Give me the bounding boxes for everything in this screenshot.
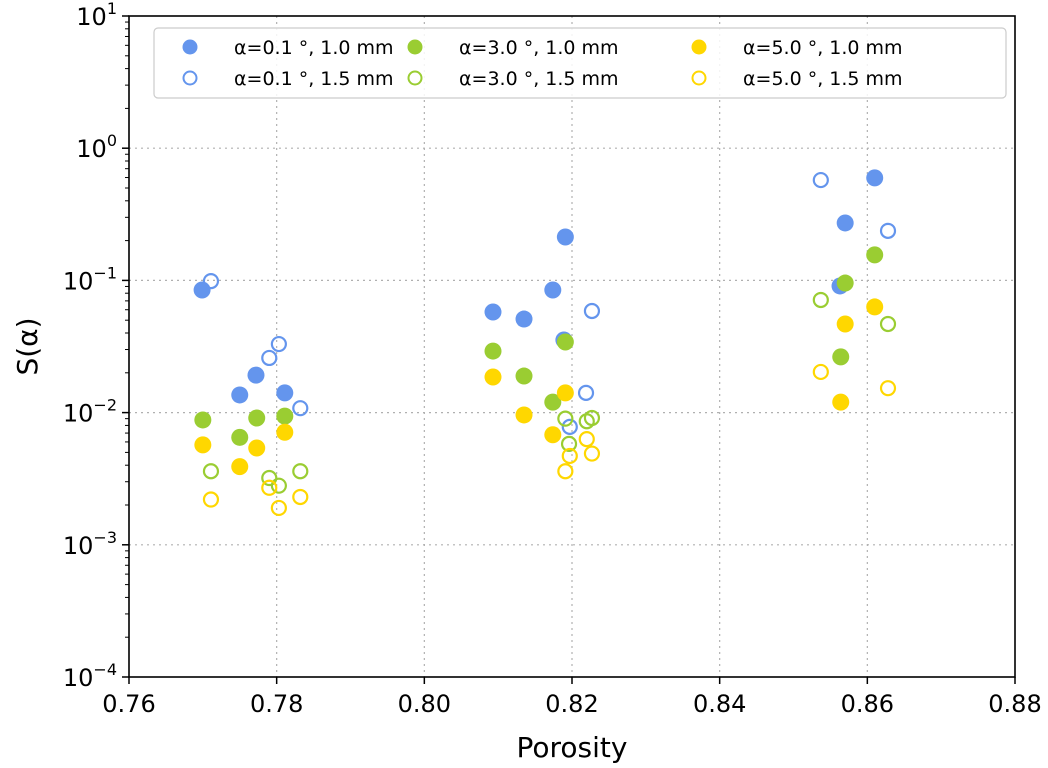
series-3-point [231, 428, 249, 446]
x-tick-label: 0.78 [250, 690, 303, 718]
series-6-point [578, 431, 595, 448]
series-1-point [484, 303, 502, 321]
series-3-point [544, 393, 562, 411]
series-5-point [556, 384, 574, 402]
legend-box [153, 27, 1007, 99]
series-4-point [557, 410, 574, 427]
legend-label-5: α=5.0 °, 1.0 mm [743, 37, 903, 59]
legend-marker-6 [691, 70, 707, 86]
series-6-point [879, 380, 897, 397]
series-1-point [231, 386, 249, 404]
series-6-point [561, 447, 578, 465]
x-tick-label: 0.86 [841, 690, 894, 718]
series-5-point [231, 458, 249, 476]
y-tick-label: 10−2 [63, 396, 117, 428]
series-2-point [577, 384, 595, 401]
series-1-point [836, 214, 854, 232]
series-2-point [202, 272, 220, 290]
series-1-point [515, 310, 533, 328]
series-5-point [832, 393, 850, 411]
series-4-point [270, 477, 287, 494]
ticks-layer: 0.76 0.78 0.80 0.82 0.84 0.86 0.88 101 100 10−1 10… [63, 0, 1042, 718]
series-3-point [194, 411, 212, 429]
series-6-point [583, 445, 601, 462]
points-layer [193, 169, 897, 517]
series-6-point [557, 463, 574, 480]
series-3-point [832, 348, 850, 366]
series-2-point [812, 171, 829, 189]
y-axis-label: S(α) [11, 317, 44, 375]
y-tick-label: 100 [76, 131, 117, 163]
series-6-point [292, 488, 309, 506]
series-6-point [812, 363, 829, 381]
y-tick-label: 10−4 [63, 660, 117, 692]
legend-marker-2 [182, 70, 198, 86]
series-5-point [248, 439, 266, 457]
series-1-point [276, 384, 294, 402]
series-5-point [836, 315, 854, 333]
series-5-point [544, 426, 562, 444]
series-4-point [812, 291, 829, 309]
series-3-point [515, 367, 533, 385]
series-6-point [202, 491, 220, 508]
series-6-point [270, 499, 287, 517]
y-tick-label: 10−3 [63, 528, 117, 560]
legend-label-3: α=3.0 °, 1.0 mm [459, 37, 619, 59]
series-3-point [248, 409, 266, 427]
legend-marker-5 [691, 39, 707, 55]
series-5-point [515, 406, 533, 424]
series-3-point [276, 407, 294, 425]
x-axis-label: Porosity [517, 731, 628, 764]
legend-label-6: α=5.0 °, 1.5 mm [743, 68, 903, 90]
series-2-point [583, 302, 601, 320]
series-3-point [556, 333, 574, 351]
series-2-point [561, 418, 578, 435]
legend-marker-4 [407, 70, 423, 86]
series-4-point [560, 435, 578, 452]
y-tick-label: 10−1 [63, 263, 117, 295]
series-2-point [261, 349, 278, 367]
legend: α=0.1 °, 1.0 mm α=3.0 °, 1.0 mm α=5.0 °, 1… [153, 27, 1007, 99]
x-tick-label: 0.84 [693, 690, 746, 718]
series-4-point [292, 463, 309, 480]
series-1-point [193, 281, 211, 299]
y-tick-label: 101 [76, 0, 117, 31]
series-3-point [484, 342, 502, 360]
x-tick-label: 0.76 [102, 690, 155, 718]
legend-label-1: α=0.1 °, 1.0 mm [234, 37, 394, 59]
series-1-point [247, 366, 265, 384]
series-3-point [866, 246, 884, 264]
series-4-point [583, 409, 601, 427]
series-1-point [544, 281, 562, 299]
series-2-point [270, 335, 287, 353]
legend-marker-3 [407, 39, 423, 55]
series-1-point [866, 169, 884, 187]
series-5-point [194, 436, 212, 454]
series-6-point [261, 479, 278, 496]
series-2-point [879, 222, 897, 239]
x-tick-label: 0.80 [398, 690, 451, 718]
series-4-point [202, 463, 220, 480]
x-tick-label: 0.88 [988, 690, 1041, 718]
series-5-point [276, 423, 294, 441]
series-3-point [836, 274, 854, 292]
series-5-point [866, 298, 884, 316]
legend-label-4: α=3.0 °, 1.5 mm [459, 68, 619, 90]
legend-marker-1 [182, 39, 198, 55]
series-2-point [292, 400, 309, 417]
series-4-point [879, 315, 897, 333]
x-tick-label: 0.82 [545, 690, 598, 718]
series-5-point [484, 368, 502, 386]
legend-label-2: α=0.1 °, 1.5 mm [234, 68, 394, 90]
series-1-point [556, 228, 574, 246]
